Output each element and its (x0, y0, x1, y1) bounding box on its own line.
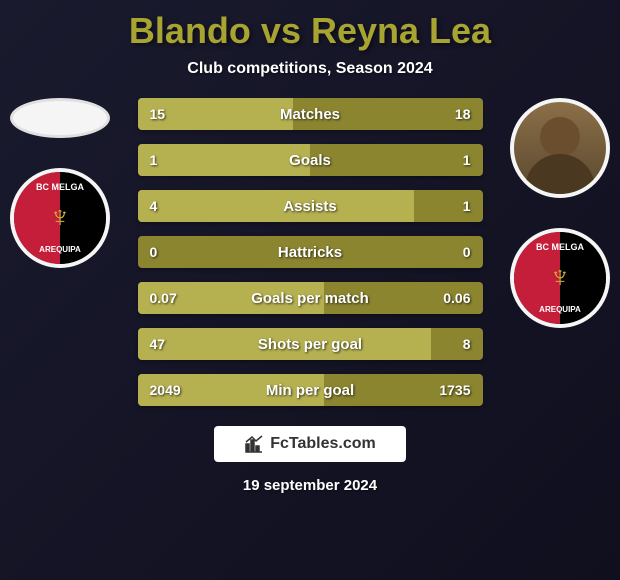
stat-value-right: 18 (455, 106, 471, 122)
stat-value-left: 4 (150, 198, 158, 214)
left-avatars: BC MELGA ♆ AREQUIPA (10, 98, 110, 268)
stat-value-right: 8 (463, 336, 471, 352)
stat-value-right: 0 (463, 244, 471, 260)
lyre-icon: ♆ (549, 261, 572, 295)
badge-top-text: BC MELGA (536, 242, 584, 252)
main-area: BC MELGA ♆ AREQUIPA 15Matches181Goals14A… (0, 98, 620, 406)
stat-value-left: 0 (150, 244, 158, 260)
footer-brand-text: FcTables.com (270, 435, 376, 453)
comparison-container: Blando vs Reyna Lea Club competitions, S… (0, 0, 620, 580)
badge-bottom-text: AREQUIPA (539, 305, 581, 314)
stat-label: Goals (289, 152, 331, 169)
stat-value-right: 0.06 (443, 290, 470, 306)
stat-row: 0 Hattricks 0 (138, 236, 483, 268)
footer-date: 19 september 2024 (243, 477, 377, 494)
stat-value-left: 15 (150, 106, 166, 122)
stat-fill-left (138, 144, 311, 176)
stat-value-left: 1 (150, 152, 158, 168)
stat-row: 2049 Min per goal 1735 (138, 374, 483, 406)
stat-row: 1 Goals 1 (138, 144, 483, 176)
stat-label: Goals per match (251, 290, 369, 307)
stat-label: Matches (280, 106, 340, 123)
stat-row: 0.07 Goals per match 0.06 (138, 282, 483, 314)
player1-club-badge: BC MELGA ♆ AREQUIPA (10, 168, 110, 268)
stat-value-right: 1 (463, 152, 471, 168)
stat-label: Assists (283, 198, 336, 215)
player2-avatar (510, 98, 610, 198)
chart-icon (244, 434, 264, 454)
player1-avatar-placeholder (10, 98, 110, 138)
right-avatars: BC MELGA ♆ AREQUIPA (510, 98, 610, 328)
page-subtitle: Club competitions, Season 2024 (187, 60, 432, 78)
stat-value-left: 47 (150, 336, 166, 352)
page-title: Blando vs Reyna Lea (129, 10, 491, 52)
stat-value-right: 1 (463, 198, 471, 214)
stats-bars-container: 15 Matches 18 1 Goals 1 4 Assists 1 0 Hattricks 0 0.… (138, 98, 483, 406)
stat-row: 47 Shots per goal 8 (138, 328, 483, 360)
player2-club-badge: BC MELGA ♆ AREQUIPA (510, 228, 610, 328)
stat-label: Hattricks (278, 244, 342, 261)
footer-logo[interactable]: FcTables.com (214, 426, 406, 462)
stat-row: 4 Assists 1 (138, 190, 483, 222)
stat-value-left: 2049 (150, 382, 181, 398)
stat-row: 15 Matches 18 (138, 98, 483, 130)
stat-label: Shots per goal (258, 336, 362, 353)
lyre-icon: ♆ (49, 201, 72, 235)
badge-bottom-text: AREQUIPA (39, 245, 81, 254)
stat-value-left: 0.07 (150, 290, 177, 306)
stat-fill-left (138, 190, 414, 222)
badge-top-text: BC MELGA (36, 182, 84, 192)
stat-label: Min per goal (266, 382, 354, 399)
stat-value-right: 1735 (439, 382, 470, 398)
